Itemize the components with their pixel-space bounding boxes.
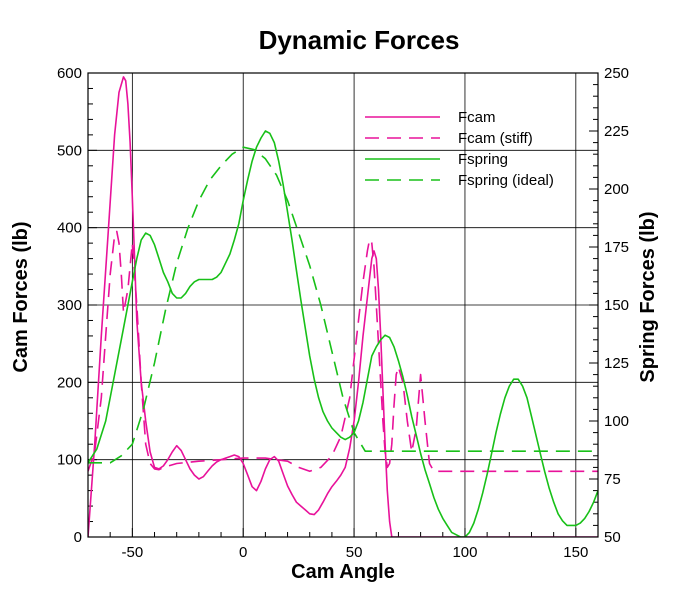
legend-label: Fspring — [458, 151, 508, 168]
y-tick-label: 0 — [74, 529, 82, 546]
plot-frame — [87, 72, 599, 538]
series-line-0 — [88, 76, 598, 537]
series-line-3 — [88, 146, 598, 464]
chart-title: Dynamic Forces — [259, 25, 460, 55]
legend-label: Fspring (ideal) — [458, 172, 554, 189]
y2-tick-label: 100 — [604, 413, 629, 430]
y2-tick-label: 75 — [604, 471, 621, 488]
series-lines — [88, 76, 598, 537]
y-tick-label: 100 — [57, 452, 82, 469]
y-tick-label: 400 — [57, 220, 82, 237]
y-tick-label: 600 — [57, 65, 82, 82]
y2-axis-label: Spring Forces (lb) — [637, 211, 659, 382]
y2-tick-label: 175 — [604, 239, 629, 256]
x-tick-label: -50 — [122, 544, 144, 561]
y2-tick-label: 250 — [604, 65, 629, 82]
y2-tick-label: 50 — [604, 529, 621, 546]
legend-label: Fcam — [458, 109, 496, 126]
axis-ticks: -50 0 50 100 150 0 100 200 300 400 500 600 50 75 100 12… — [57, 65, 629, 561]
x-tick-label: 100 — [452, 544, 477, 561]
x-tick-label: 0 — [239, 544, 247, 561]
y2-tick-label: 125 — [604, 355, 629, 372]
y2-tick-label: 225 — [604, 123, 629, 140]
series-line-1 — [88, 230, 598, 473]
grid-lines — [88, 73, 598, 537]
x-tick-label: 50 — [346, 544, 363, 561]
y-tick-label: 200 — [57, 374, 82, 391]
y2-tick-label: 150 — [604, 297, 629, 314]
x-tick-label: 150 — [563, 544, 588, 561]
x-axis-label: Cam Angle — [291, 561, 395, 583]
y-axis-label: Cam Forces (lb) — [10, 221, 32, 372]
y-tick-label: 300 — [57, 297, 82, 314]
legend-label: Fcam (stiff) — [458, 130, 533, 147]
y-tick-label: 500 — [57, 142, 82, 159]
series-line-2 — [88, 130, 598, 537]
y2-tick-label: 200 — [604, 181, 629, 198]
legend: Fcam Fcam (stiff) Fspring Fspring (ideal) — [365, 109, 554, 189]
